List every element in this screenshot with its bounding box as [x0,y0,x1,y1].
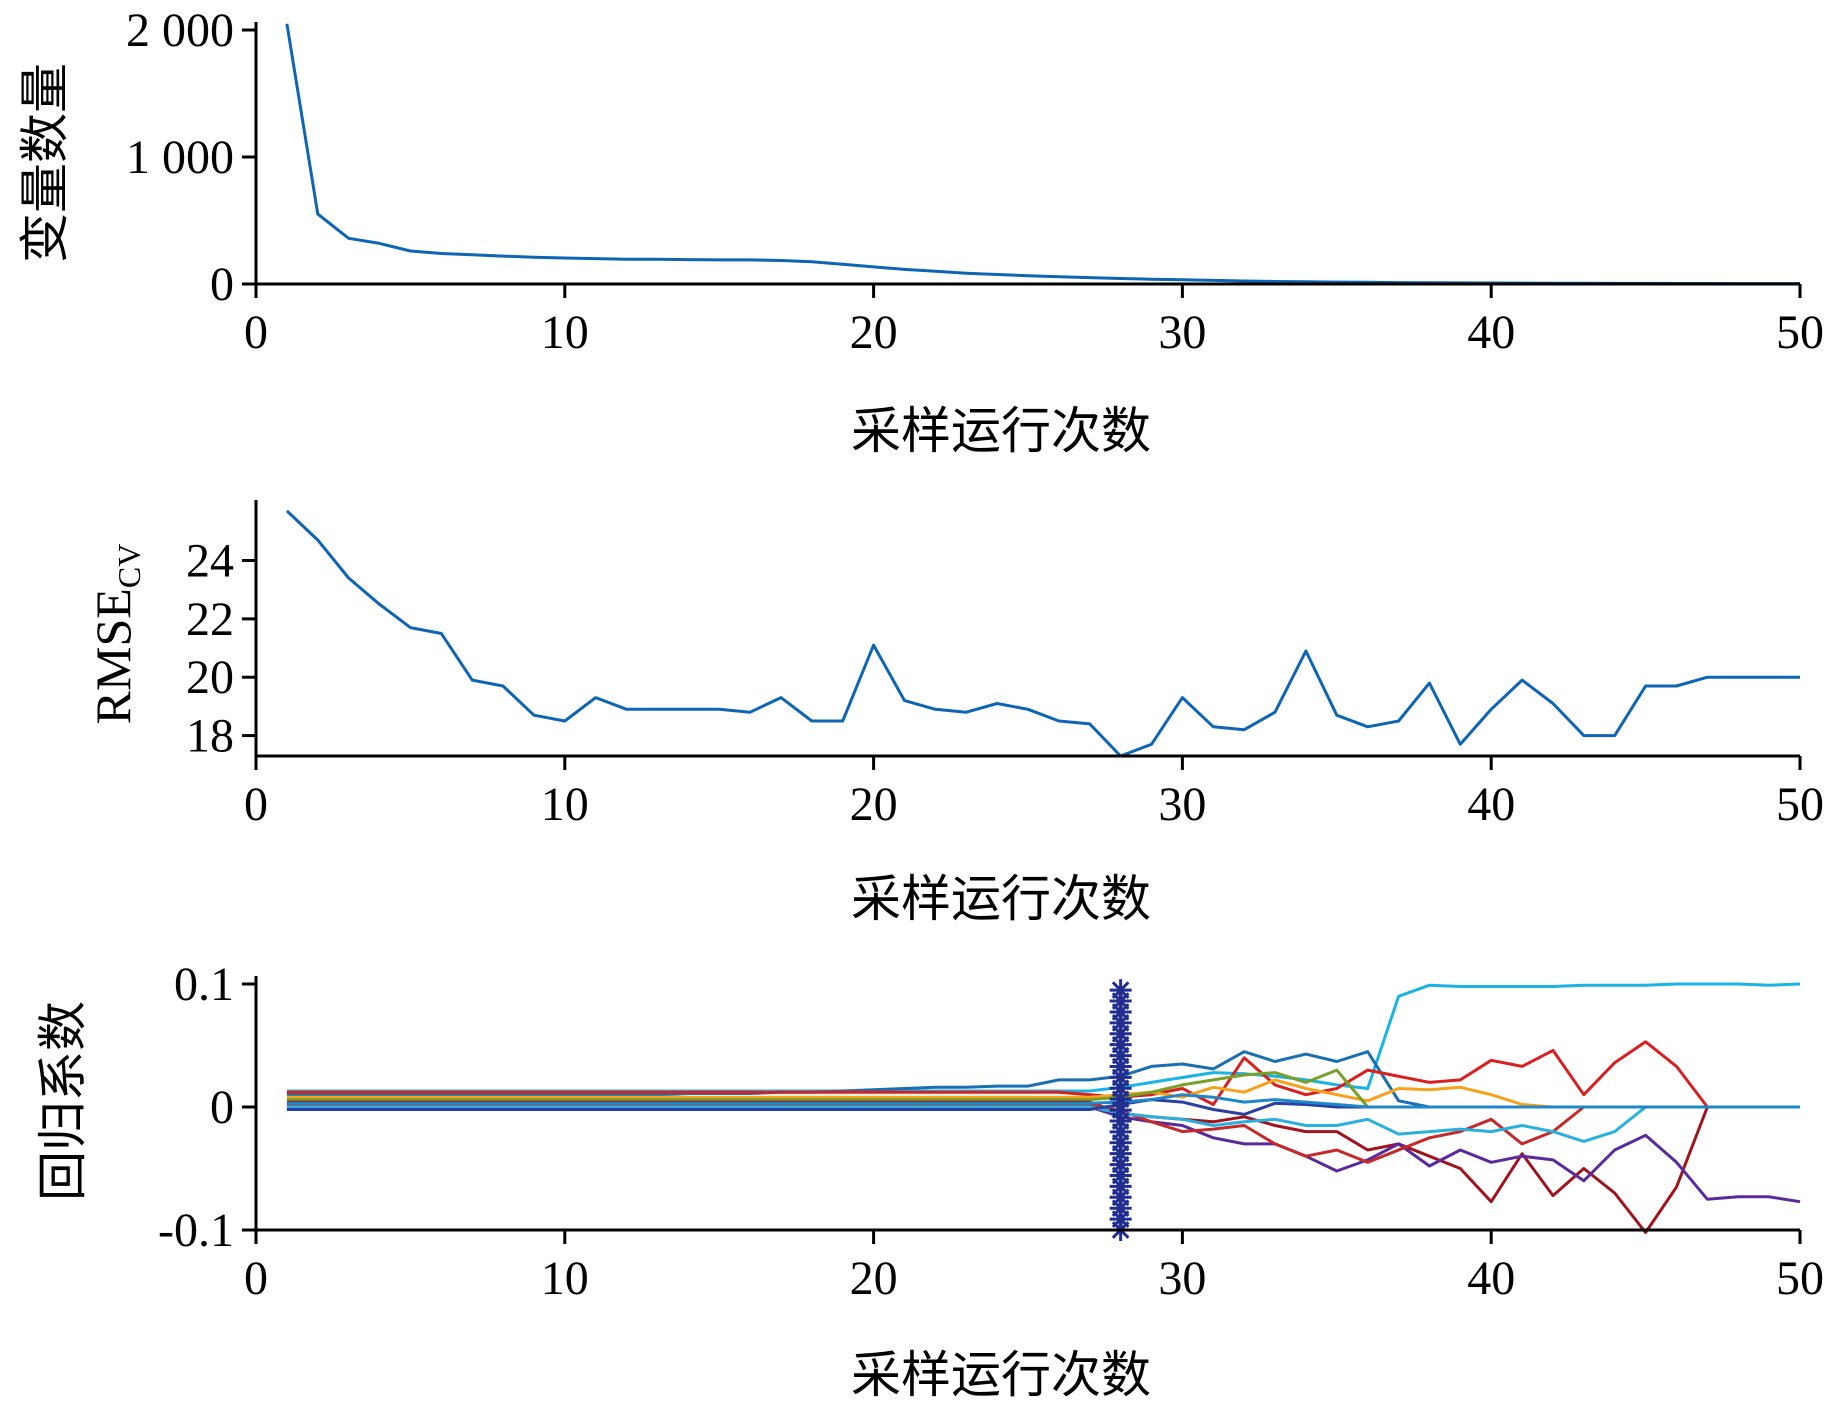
x-tick-label: 20 [850,1252,898,1305]
series-line-5 [286,1100,1800,1234]
y-axis-label: 回归系数 [35,1001,91,1201]
x-axis-label: 采样运行次数 [851,1347,1151,1403]
x-tick-label: 10 [541,1252,589,1305]
ticks: 0 10 20 30 40 50-0.100.1 [158,958,1824,1305]
series-line-2 [286,1040,1800,1109]
panel-variable-count: 0 10 20 30 40 50 0 1 000 2 000 采样运行次数 变量数量 [17,4,1824,459]
x-tick-label: 50 [1776,306,1824,359]
axes [242,500,1802,770]
marker-layer [1109,979,1132,1241]
ticks: 0 10 20 30 40 50 0 1 000 2 000 [126,4,1824,359]
y-tick-label: 0 [210,1081,234,1134]
y-tick-label: 1 000 [126,131,234,184]
y-tick-label: 20 [186,651,234,704]
x-tick-label: 40 [1467,778,1515,831]
series-line-10 [286,1093,1800,1109]
series-line-0 [285,23,1800,286]
panel-regression-coefficients: 0 10 20 30 40 50-0.100.1 采样运行次数 回归系数 [35,958,1824,1403]
x-tick-label: 0 [244,306,268,359]
series-layer [286,982,1801,1234]
x-tick-label: 20 [850,778,898,831]
x-tick-label: 10 [541,778,589,831]
x-tick-label: 0 [244,1252,268,1305]
x-tick-label: 20 [850,306,898,359]
x-tick-label: 40 [1467,306,1515,359]
x-tick-label: 10 [541,306,589,359]
y-tick-label: 24 [186,535,234,588]
x-tick-label: 30 [1158,1252,1206,1305]
series-layer [285,23,1800,286]
y-axis-label-sub: CV [111,544,147,588]
axes [242,976,1802,1244]
x-tick-label: 30 [1158,306,1206,359]
x-axis-label: 采样运行次数 [851,403,1151,459]
x-tick-label: 50 [1776,1252,1824,1305]
series-layer [285,509,1800,758]
x-tick-label: 30 [1158,778,1206,831]
y-axis-label: RMSECV [85,544,147,725]
x-tick-label: 0 [244,778,268,831]
series-line-0 [286,982,1801,1093]
y-tick-label: 18 [186,710,234,763]
y-tick-label: -0.1 [158,1204,234,1257]
x-axis-label: 采样运行次数 [851,871,1151,927]
y-tick-label: 2 000 [126,4,234,57]
y-tick-label: 22 [186,593,234,646]
y-axis-label-main: RMSE [85,588,141,724]
y-tick-label: 0 [210,258,234,311]
y-tick-label: 0.1 [174,958,234,1011]
series-line-7 [286,1103,1800,1164]
series-line-0 [285,509,1800,758]
x-tick-label: 40 [1467,1252,1515,1305]
series-line-8 [286,1105,1800,1143]
x-tick-label: 50 [1776,778,1824,831]
y-axis-label: 变量数量 [17,63,73,263]
axes [242,22,1802,298]
series-line-6 [286,1105,1801,1204]
